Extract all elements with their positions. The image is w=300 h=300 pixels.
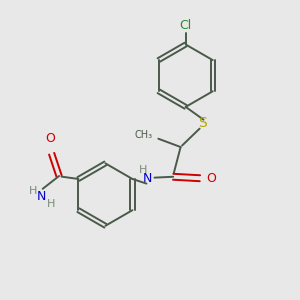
Text: H: H bbox=[28, 186, 37, 196]
Text: Cl: Cl bbox=[179, 19, 192, 32]
Text: O: O bbox=[206, 172, 216, 185]
Text: S: S bbox=[198, 116, 206, 130]
Text: H: H bbox=[47, 199, 56, 209]
Text: H: H bbox=[138, 165, 147, 175]
Text: N: N bbox=[37, 190, 46, 203]
Text: CH₃: CH₃ bbox=[134, 130, 152, 140]
Text: O: O bbox=[45, 132, 55, 145]
Text: N: N bbox=[143, 172, 153, 185]
